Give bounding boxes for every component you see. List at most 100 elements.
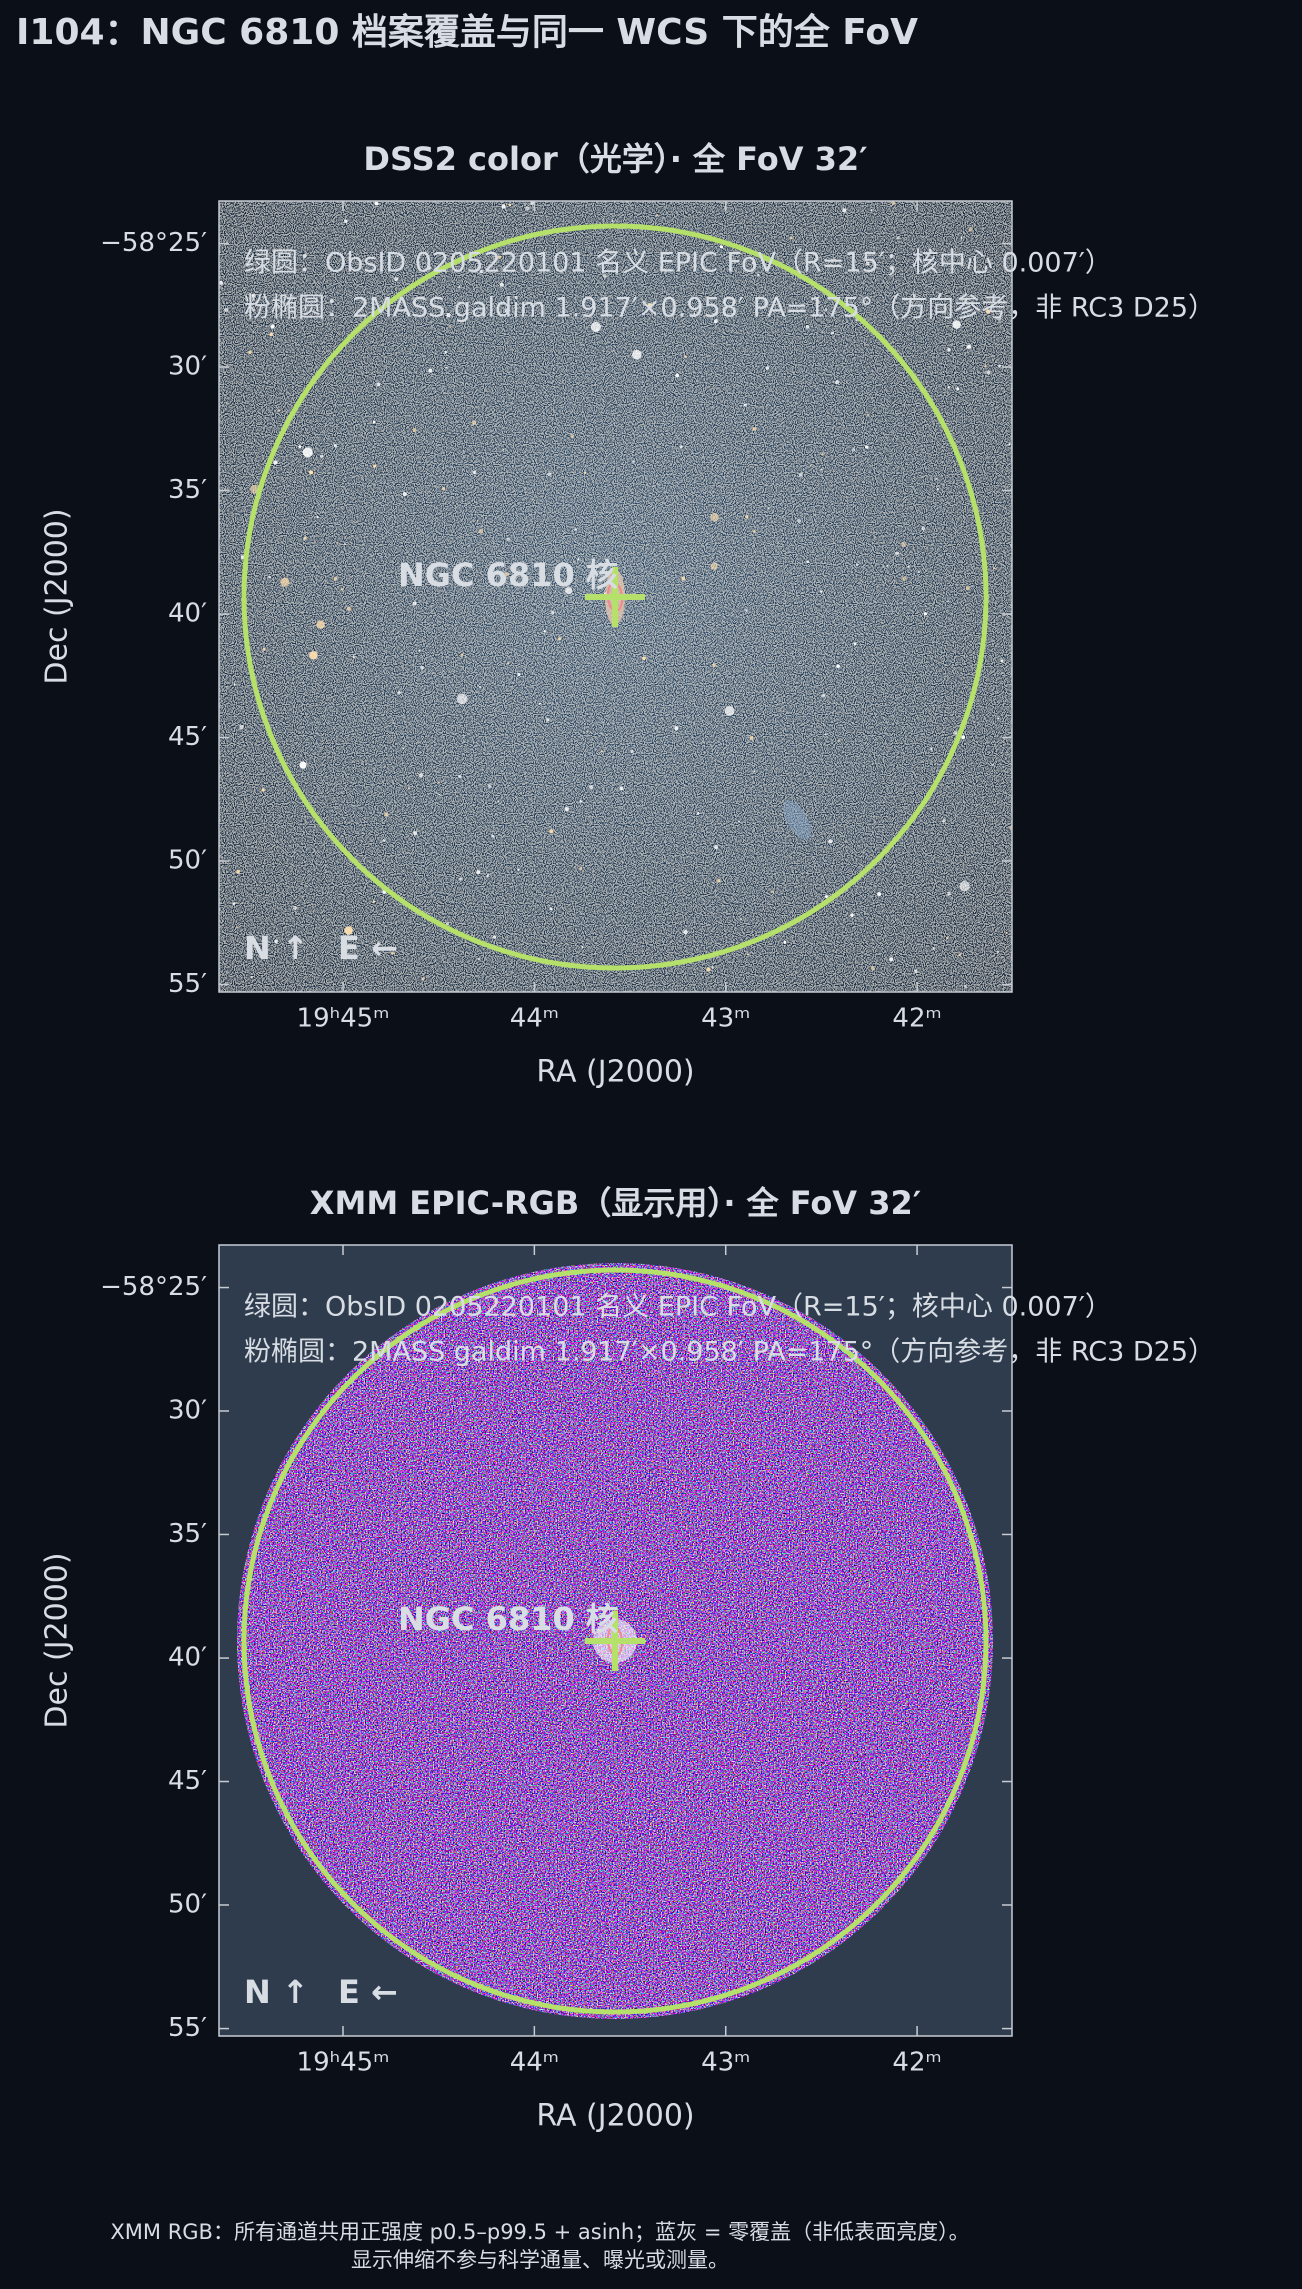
star bbox=[724, 706, 735, 716]
star bbox=[603, 274, 607, 278]
star bbox=[798, 472, 803, 477]
star bbox=[459, 877, 463, 881]
star bbox=[828, 839, 833, 844]
star bbox=[1008, 442, 1011, 446]
star bbox=[478, 685, 482, 689]
panel-title: XMM EPIC-RGB（显示用）· 全 FoV 32′ bbox=[310, 1184, 921, 1222]
star bbox=[710, 562, 718, 570]
star bbox=[418, 649, 421, 652]
star bbox=[746, 953, 750, 956]
star bbox=[656, 214, 658, 217]
star bbox=[472, 420, 476, 425]
frame bbox=[218, 200, 1013, 993]
star bbox=[458, 774, 462, 779]
star bbox=[678, 870, 680, 873]
star bbox=[586, 730, 589, 733]
star bbox=[993, 567, 996, 570]
footer-note: XMM RGB：所有通道共用正强度 p0.5–p99.5 + asinh；蓝灰 … bbox=[110, 2220, 969, 2244]
star bbox=[842, 208, 847, 213]
star bbox=[997, 717, 1000, 720]
x-tick-label: 44ᵐ bbox=[510, 2048, 559, 2078]
star bbox=[751, 261, 755, 265]
star bbox=[344, 926, 353, 935]
star bbox=[344, 219, 348, 224]
star bbox=[947, 386, 950, 389]
star bbox=[558, 637, 562, 641]
star bbox=[574, 528, 577, 531]
star bbox=[821, 693, 826, 698]
star bbox=[499, 282, 504, 287]
nucleus-label: NGC 6810 核 bbox=[398, 1600, 618, 1638]
star bbox=[797, 518, 801, 523]
star bbox=[767, 507, 770, 510]
star bbox=[719, 245, 724, 249]
star bbox=[986, 370, 991, 375]
star bbox=[551, 610, 555, 615]
star bbox=[579, 866, 583, 871]
star bbox=[428, 368, 433, 373]
star bbox=[316, 515, 319, 519]
star bbox=[408, 787, 410, 790]
star bbox=[373, 464, 377, 468]
star bbox=[336, 542, 339, 544]
star bbox=[871, 966, 876, 971]
star bbox=[426, 265, 432, 270]
fov-note: 绿圆：ObsID 0205220101 名义 EPIC FoV（R=15′；核中… bbox=[244, 1292, 1112, 1323]
star bbox=[438, 793, 441, 796]
star bbox=[947, 892, 951, 896]
y-tick-label: 55′ bbox=[168, 2013, 207, 2043]
figure-title: I104：NGC 6810 档案覆盖与同一 WCS 下的全 FoV bbox=[16, 11, 918, 53]
star bbox=[446, 312, 451, 318]
star bbox=[250, 976, 254, 979]
star bbox=[752, 427, 757, 431]
star bbox=[837, 739, 840, 742]
star bbox=[273, 460, 278, 465]
star bbox=[681, 576, 686, 581]
star bbox=[581, 945, 584, 949]
star bbox=[460, 653, 464, 657]
star bbox=[232, 902, 236, 906]
star bbox=[960, 236, 963, 239]
star bbox=[619, 786, 624, 791]
star bbox=[986, 309, 991, 314]
star bbox=[901, 542, 906, 547]
star bbox=[579, 800, 582, 803]
star bbox=[743, 403, 747, 407]
star bbox=[820, 468, 823, 471]
x-tick-label: 19ʰ45ᵐ bbox=[297, 1004, 390, 1034]
star bbox=[547, 472, 552, 477]
star bbox=[502, 448, 505, 451]
y-tick-label: 50′ bbox=[168, 1889, 207, 1919]
star bbox=[399, 239, 402, 241]
star bbox=[446, 921, 449, 925]
star bbox=[491, 834, 495, 838]
north-arrow: N ↑ bbox=[244, 1973, 309, 2011]
star bbox=[895, 551, 900, 556]
star bbox=[497, 800, 500, 803]
y-tick-label: 35′ bbox=[168, 1519, 207, 1549]
star bbox=[693, 313, 696, 316]
star bbox=[506, 537, 510, 542]
star bbox=[589, 785, 594, 790]
star bbox=[384, 812, 389, 817]
star bbox=[224, 308, 229, 312]
star bbox=[984, 364, 987, 368]
x-tick-label: 19ʰ45ᵐ bbox=[297, 2048, 390, 2078]
star bbox=[961, 735, 966, 740]
star bbox=[642, 656, 646, 661]
star bbox=[270, 324, 275, 329]
star bbox=[835, 380, 840, 385]
star bbox=[886, 564, 889, 567]
star bbox=[965, 585, 970, 591]
star bbox=[391, 951, 395, 955]
star bbox=[531, 498, 534, 501]
star bbox=[449, 326, 452, 329]
star bbox=[486, 874, 490, 877]
east-arrow: E ← bbox=[338, 929, 398, 967]
star bbox=[525, 206, 530, 211]
star bbox=[932, 946, 936, 950]
star bbox=[765, 366, 770, 370]
star bbox=[997, 316, 1002, 321]
east-arrow: E ← bbox=[338, 1973, 398, 2011]
